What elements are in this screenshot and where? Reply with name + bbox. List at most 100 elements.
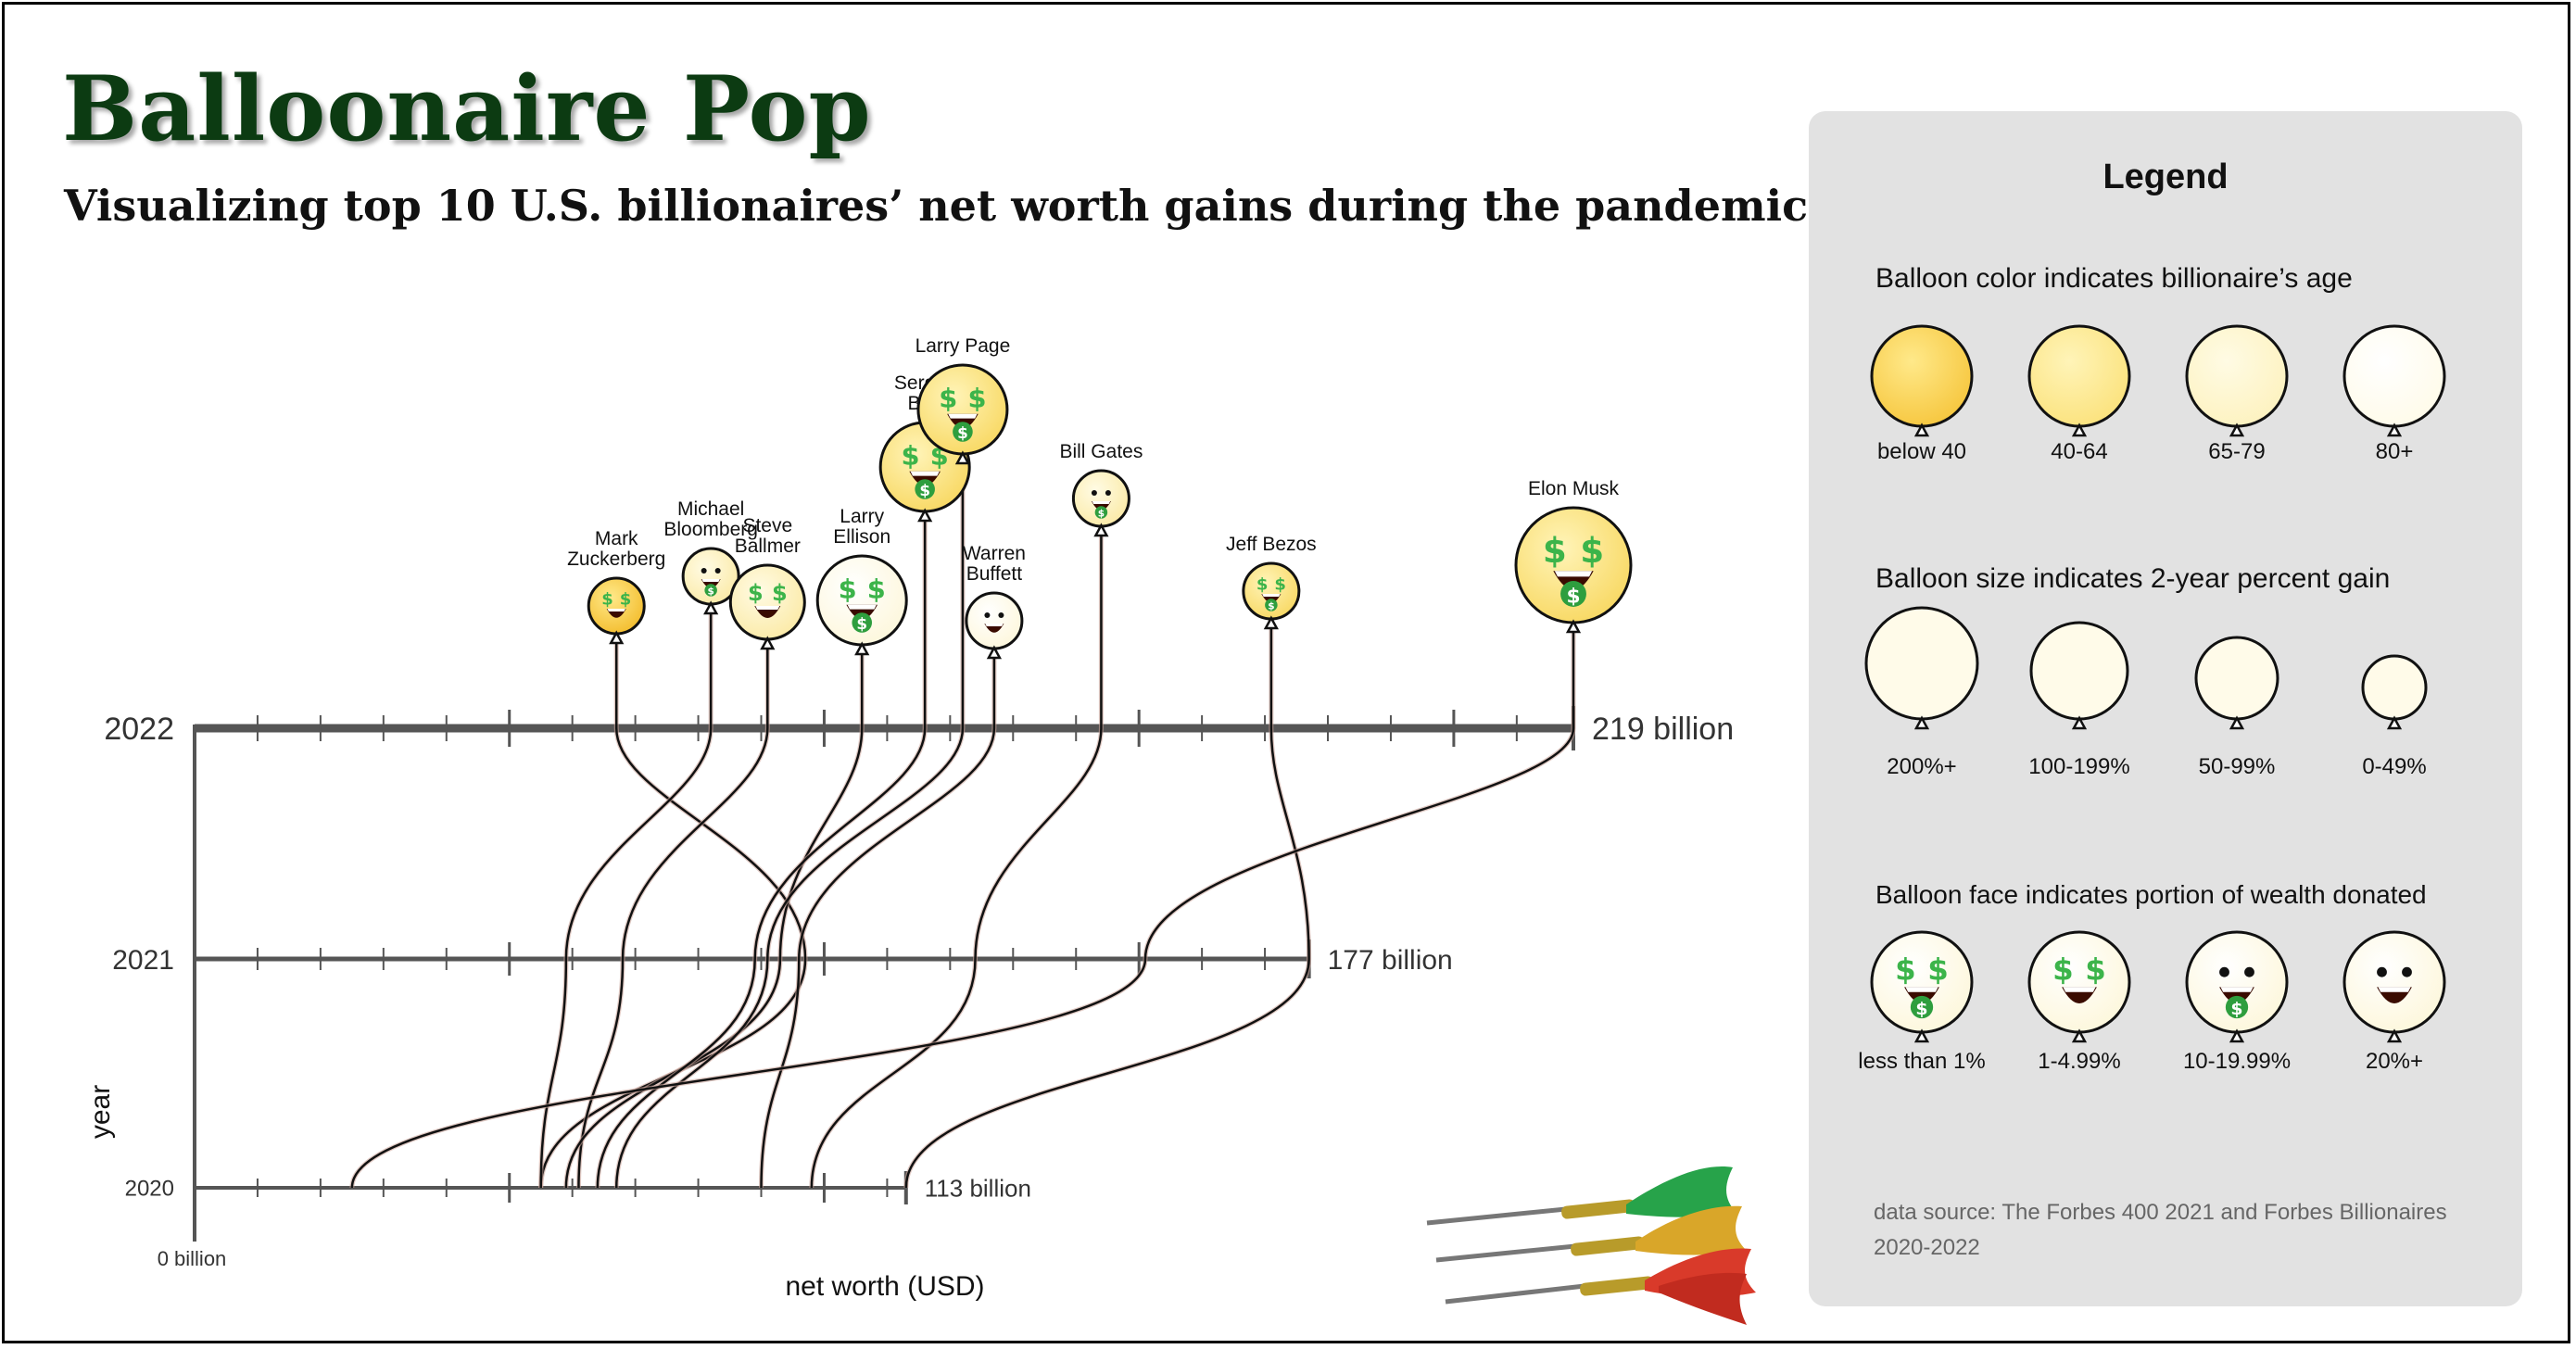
year-label: 2022 bbox=[104, 712, 174, 747]
balloon-larry-ellison: $ $$ bbox=[815, 554, 908, 656]
dollar-eye: $ bbox=[748, 580, 764, 606]
dollar-eye: $ bbox=[1927, 952, 1949, 987]
legend-color-balloon bbox=[2342, 324, 2446, 437]
legend-size-title: Balloon size indicates 2-year percent ga… bbox=[1875, 563, 2391, 594]
tongue-dollar: $ bbox=[1268, 601, 1274, 612]
tongue-dollar: $ bbox=[919, 481, 930, 499]
balloon-name-label: Michael bbox=[677, 498, 744, 520]
teeth bbox=[2220, 987, 2254, 992]
balloon-michael-bloomberg: $ bbox=[681, 547, 740, 615]
dollar-eye: $ bbox=[601, 590, 613, 610]
dollar-tongue bbox=[1910, 995, 1934, 1019]
balloon-name-label: Steve bbox=[742, 515, 792, 536]
tongue-dollar: $ bbox=[1915, 999, 1927, 1019]
teeth bbox=[701, 579, 720, 582]
balloon-warren-buffett bbox=[965, 591, 1024, 660]
teeth bbox=[755, 606, 780, 610]
year-label: 2021 bbox=[112, 945, 174, 976]
teeth bbox=[1905, 987, 1938, 992]
balloon-knot bbox=[1263, 615, 1279, 630]
balloon-knot bbox=[2386, 1028, 2403, 1043]
dollar-eye: $ bbox=[2085, 952, 2106, 987]
balloon-knot bbox=[954, 450, 971, 465]
dollar-eye: $ bbox=[1895, 952, 1916, 987]
dot-eye bbox=[998, 612, 1004, 618]
legend-face-label: 1-4.99% bbox=[2038, 1049, 2121, 1074]
tongue-dollar: $ bbox=[856, 614, 867, 633]
legend-panel: $ $ $ $ $ $ Legend Balloon color indicates bi… bbox=[1809, 111, 2522, 1306]
tongue-dollar: $ bbox=[1566, 585, 1580, 608]
legend-color-label: 65-79 bbox=[2208, 439, 2266, 464]
balloon-name-label: Ballmer bbox=[735, 536, 801, 557]
teeth bbox=[985, 624, 1004, 626]
dollar-tongue bbox=[1094, 506, 1108, 519]
balloon-mark-zuckerberg: $ $ bbox=[587, 576, 646, 645]
balloon-string bbox=[596, 521, 927, 1189]
legend-face-label: 10-19.99% bbox=[2182, 1049, 2292, 1074]
dollar-eye: $ bbox=[1274, 575, 1286, 595]
balloon-string bbox=[350, 632, 1575, 1189]
dollar-eye: $ bbox=[1580, 530, 1604, 571]
dollar-tongue bbox=[915, 479, 935, 499]
legend-balloons: $ $$$ $$ bbox=[1864, 324, 2446, 1043]
legend-face-balloon: $ $ bbox=[2027, 930, 2131, 1043]
dollar-eye: $ bbox=[772, 580, 788, 606]
dot-eye bbox=[701, 568, 707, 574]
dollar-tongue bbox=[704, 584, 717, 597]
balloon-elon-musk: $ $$ bbox=[1514, 506, 1633, 634]
teeth bbox=[2063, 987, 2096, 992]
balloon-bill-gates: $ bbox=[1071, 469, 1130, 537]
tongue-dollar: $ bbox=[957, 423, 968, 442]
tongue-dollar: $ bbox=[1098, 509, 1105, 520]
dollar-tongue bbox=[953, 422, 973, 442]
tongue-dollar: $ bbox=[707, 586, 713, 598]
year-label: 2020 bbox=[125, 1177, 174, 1202]
legend-size-balloon bbox=[1864, 606, 1979, 730]
legend-size-balloon bbox=[2029, 621, 2129, 730]
balloon-body bbox=[2342, 930, 2446, 1034]
balloon-body bbox=[965, 591, 1024, 650]
legend-face-label: less than 1% bbox=[1858, 1049, 1986, 1074]
legend-face-balloon: $ $$ bbox=[1870, 930, 1974, 1043]
chart-subtitle: Visualizing top 10 U.S. billionaires’ ne… bbox=[64, 181, 1809, 231]
balloon-jeff-bezos: $ $$ bbox=[1242, 561, 1301, 630]
legend-size-balloon bbox=[2194, 636, 2279, 730]
legend-color-title: Balloon color indicates billionaire’s ag… bbox=[1875, 263, 2353, 294]
teeth bbox=[1092, 501, 1111, 504]
balloon-knot bbox=[986, 645, 1003, 660]
dollar-eye: $ bbox=[968, 383, 987, 414]
dollar-eye: $ bbox=[1543, 530, 1567, 571]
balloon-name-label: Warren bbox=[963, 543, 1026, 564]
legend-color-balloon bbox=[1870, 324, 1974, 437]
dot-eye bbox=[2219, 966, 2229, 977]
balloon-knot bbox=[760, 636, 776, 650]
dot-eye bbox=[714, 568, 721, 574]
balloon-steve-ballmer: $ $ bbox=[728, 563, 806, 650]
x-axis-label: net worth (USD) bbox=[785, 1271, 984, 1302]
balloon-body bbox=[728, 563, 806, 641]
year-max-label: 177 billion bbox=[1328, 945, 1453, 976]
balloon-name-label: Bloomberg bbox=[663, 519, 758, 540]
dollar-tongue bbox=[1265, 599, 1278, 611]
legend-color-label: 80+ bbox=[2375, 439, 2414, 464]
dollar-tongue bbox=[2225, 995, 2249, 1019]
dollar-eye: $ bbox=[939, 383, 957, 414]
legend-color-balloon bbox=[2027, 324, 2131, 437]
balloon-name-label: Buffett bbox=[966, 563, 1022, 585]
chart-title: Balloonaire Pop bbox=[62, 57, 872, 161]
balloon-knot bbox=[854, 641, 870, 656]
dollar-eye: $ bbox=[1256, 575, 1269, 595]
teeth bbox=[910, 471, 940, 476]
balloon-knot bbox=[609, 630, 625, 645]
dot-eye bbox=[2377, 966, 2387, 977]
legend-size-label: 200%+ bbox=[1887, 754, 1957, 779]
dot-eye bbox=[984, 612, 991, 618]
dollar-eye: $ bbox=[867, 574, 886, 605]
darts-icon bbox=[1426, 1166, 1756, 1325]
legend-size-label: 100-199% bbox=[2028, 754, 2130, 779]
balloon-string bbox=[760, 658, 996, 1189]
balloon-name-label: Jeff Bezos bbox=[1226, 534, 1317, 555]
balloon-knot bbox=[2071, 1028, 2088, 1043]
balloon-name-label: Zuckerberg bbox=[567, 548, 665, 570]
